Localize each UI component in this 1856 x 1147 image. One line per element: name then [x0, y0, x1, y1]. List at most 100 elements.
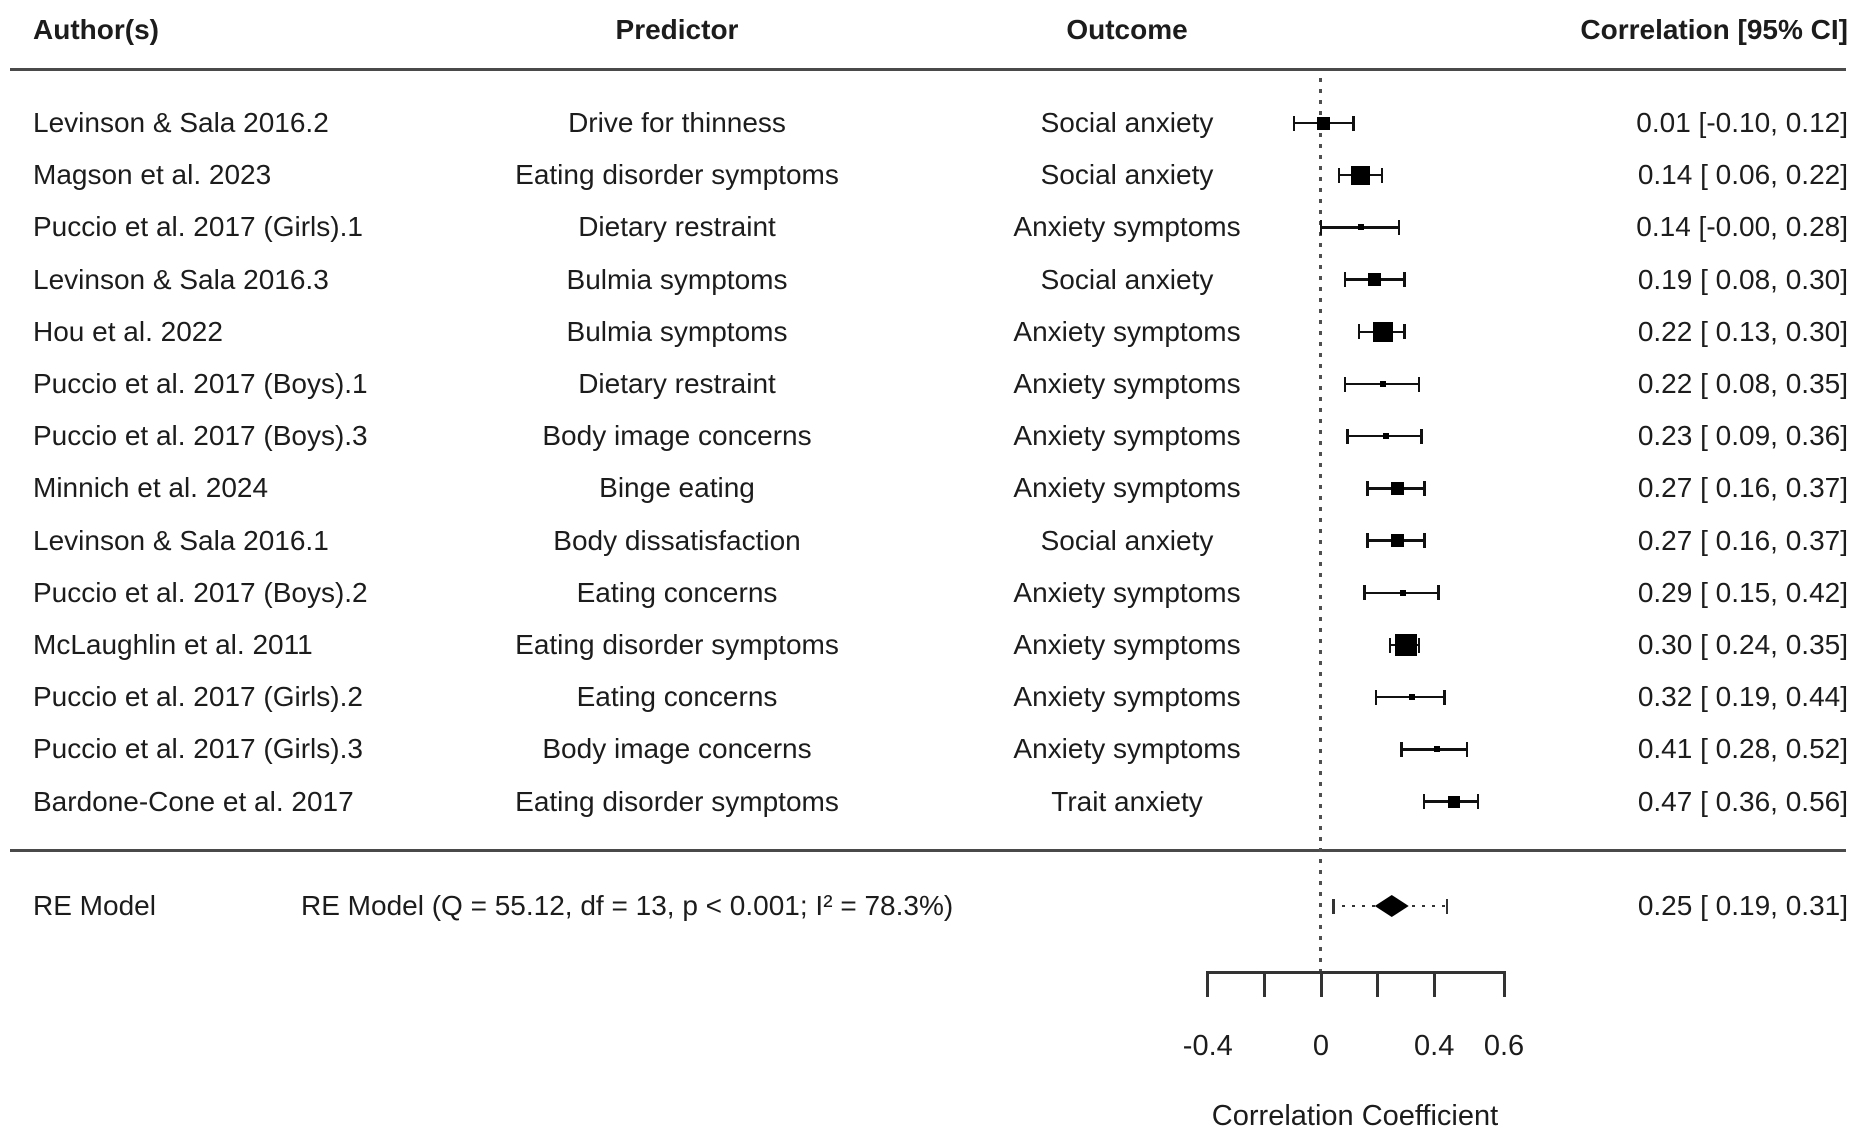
study-author: Puccio et al. 2017 (Girls).1 [33, 211, 363, 243]
x-axis-title: Correlation Coefficient [1211, 1100, 1499, 1132]
point-marker [1390, 534, 1404, 548]
point-marker [1408, 694, 1415, 701]
study-outcome: Social anxiety [1040, 524, 1214, 556]
study-predictor: Binge eating [599, 472, 755, 504]
x-axis-line [1206, 971, 1506, 974]
study-outcome: Social anxiety [1040, 159, 1214, 191]
study-predictor: Bulmia symptoms [566, 315, 788, 347]
point-marker [1317, 116, 1331, 130]
study-predictor: Body dissatisfaction [553, 524, 801, 556]
study-author: Magson et al. 2023 [33, 159, 272, 191]
ci-cap-left [1422, 794, 1426, 810]
study-author: Puccio et al. 2017 (Girls).3 [33, 733, 363, 765]
study-row: Puccio et al. 2017 (Boys).3 Body image c… [0, 410, 1856, 462]
x-axis-tick-label: -0.4 [1182, 1030, 1233, 1062]
ci-line [1374, 689, 1446, 705]
study-predictor: Dietary restraint [578, 211, 776, 243]
study-author: Puccio et al. 2017 (Girls).2 [33, 681, 363, 713]
ci-cap-right [1417, 637, 1421, 653]
point-marker [1368, 273, 1382, 287]
correlation-label: 0.14 [-0.00, 0.28] [1636, 211, 1848, 243]
ci-cap-right [1417, 376, 1421, 392]
ci-cap-right [1476, 794, 1480, 810]
point-marker [1383, 433, 1390, 440]
prediction-interval-cap-left [1332, 898, 1335, 914]
ci-cap-left [1292, 115, 1296, 131]
study-predictor: Eating concerns [576, 576, 778, 608]
study-predictor: Body image concerns [542, 420, 812, 452]
study-row: Hou et al. 2022 Bulmia symptoms Anxiety … [0, 306, 1856, 358]
x-axis-tick [1262, 971, 1266, 997]
ci-cap-right [1420, 428, 1423, 444]
correlation-label: 0.22 [ 0.08, 0.35] [1637, 368, 1848, 399]
study-outcome: Anxiety symptoms [1013, 733, 1241, 765]
ci-cap-left [1337, 167, 1341, 183]
ci-cap-right [1397, 219, 1401, 235]
study-author: Levinson & Sala 2016.3 [33, 263, 329, 295]
ci-line [1357, 321, 1406, 342]
top-rule [10, 68, 1846, 71]
study-predictor: Body image concerns [542, 733, 812, 765]
ci-cap-left [1374, 689, 1378, 705]
column-header-predictor: Predictor [615, 14, 739, 45]
column-header-correlation: Correlation [95% CI] [1580, 14, 1848, 45]
ci-cap-left [1357, 324, 1361, 340]
study-row: Minnich et al. 2024 Binge eating Anxiety… [0, 462, 1856, 514]
column-header-outcome: Outcome [1066, 14, 1188, 45]
study-outcome: Anxiety symptoms [1013, 368, 1241, 399]
ci-cap-left [1343, 272, 1347, 288]
study-outcome: Trait anxiety [1051, 785, 1203, 817]
study-row: Puccio et al. 2017 (Boys).1 Dietary rest… [0, 358, 1856, 410]
study-predictor: Eating concerns [576, 681, 778, 713]
ci-line [1292, 115, 1355, 131]
ci-line [1343, 376, 1421, 392]
study-outcome: Anxiety symptoms [1013, 629, 1241, 660]
study-author: Hou et al. 2022 [33, 315, 223, 347]
ci-cap-right [1423, 533, 1426, 549]
x-axis-tick-label: 0.6 [1483, 1030, 1525, 1062]
ci-cap-left [1400, 741, 1403, 757]
point-marker [1390, 481, 1404, 495]
point-marker [1380, 381, 1387, 387]
study-row: Bardone-Cone et al. 2017 Eating disorder… [0, 776, 1856, 828]
correlation-label: 0.19 [ 0.08, 0.30] [1637, 263, 1848, 295]
study-author: Minnich et al. 2024 [33, 472, 269, 504]
x-axis-tick [1376, 971, 1380, 997]
ci-cap-right [1437, 585, 1440, 601]
correlation-label: 0.23 [ 0.09, 0.36] [1637, 420, 1848, 452]
study-author: Puccio et al. 2017 (Boys).2 [33, 576, 368, 608]
ci-cap-right [1352, 115, 1355, 131]
study-predictor: Eating disorder symptoms [515, 159, 839, 191]
ci-cap-left [1388, 637, 1392, 653]
ci-line [1366, 533, 1426, 549]
study-author: Bardone-Cone et al. 2017 [33, 785, 354, 817]
study-outcome: Social anxiety [1040, 107, 1214, 138]
ci-cap-left [1346, 428, 1349, 444]
correlation-label: 0.29 [ 0.15, 0.42] [1637, 576, 1848, 608]
correlation-label: 0.47 [ 0.36, 0.56] [1637, 785, 1848, 817]
study-row: Puccio et al. 2017 (Girls).2 Eating conc… [0, 671, 1856, 723]
correlation-label: 0.27 [ 0.16, 0.37] [1637, 472, 1848, 504]
study-author: Levinson & Sala 2016.1 [33, 524, 329, 556]
study-outcome: Anxiety symptoms [1013, 472, 1241, 504]
study-predictor: Dietary restraint [578, 368, 776, 399]
study-author: Levinson & Sala 2016.2 [33, 107, 329, 138]
study-row: Puccio et al. 2017 (Boys).2 Eating conce… [0, 567, 1856, 619]
ci-cap-right [1403, 272, 1406, 288]
x-axis-tick [1502, 971, 1506, 997]
x-axis-tick [1206, 971, 1210, 997]
point-marker [1448, 795, 1460, 808]
ci-cap-right [1380, 167, 1384, 183]
study-author: McLaughlin et al. 2011 [33, 629, 313, 660]
study-row: Levinson & Sala 2016.2 Drive for thinnes… [0, 97, 1856, 149]
study-outcome: Anxiety symptoms [1013, 420, 1241, 452]
divider-rule [10, 849, 1846, 852]
ci-line [1422, 794, 1480, 810]
re-model-row: RE Model RE Model (Q = 55.12, df = 13, p… [0, 880, 1856, 932]
correlation-label: 0.41 [ 0.28, 0.52] [1637, 733, 1848, 765]
point-marker [1434, 746, 1441, 753]
study-outcome: Anxiety symptoms [1013, 315, 1241, 347]
study-row: Magson et al. 2023 Eating disorder sympt… [0, 149, 1856, 201]
ci-line [1363, 585, 1440, 601]
